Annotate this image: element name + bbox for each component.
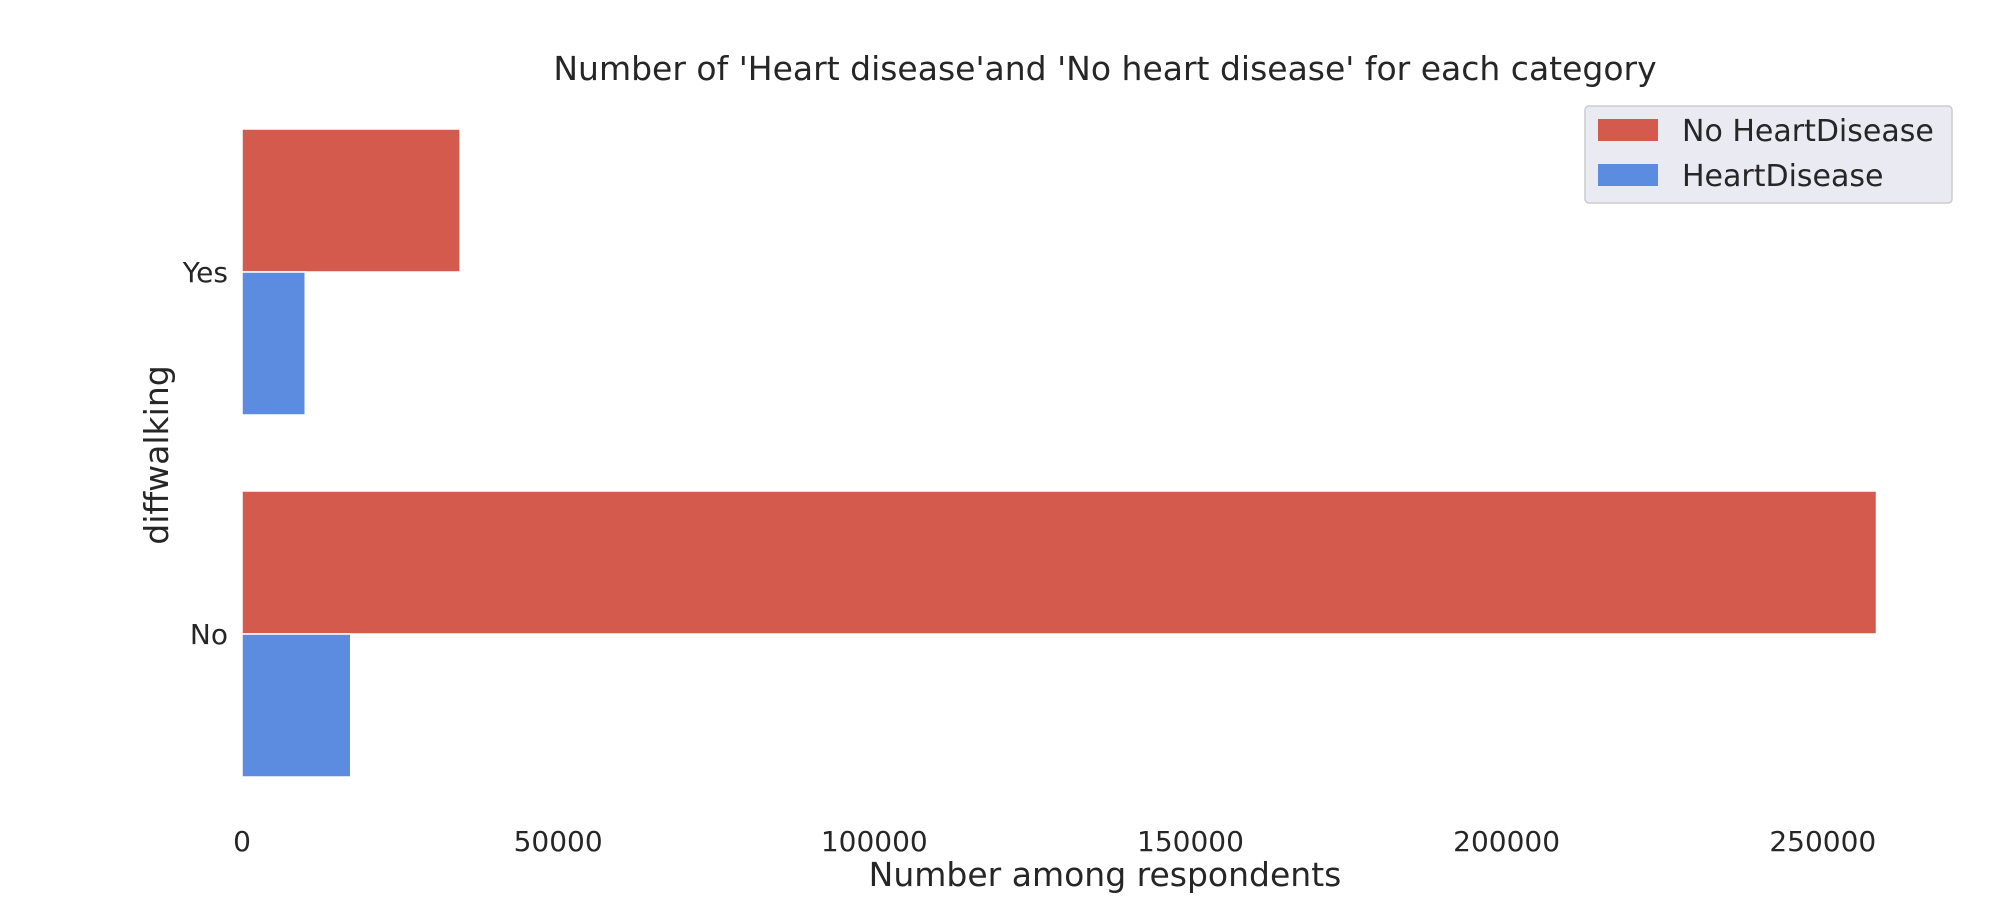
x-tick-label-200000: 200000 bbox=[1453, 825, 1560, 858]
legend: No HeartDisease HeartDisease bbox=[1584, 105, 1953, 204]
y-tick-label-no: No bbox=[190, 618, 228, 651]
x-tick-label-150000: 150000 bbox=[1137, 825, 1244, 858]
legend-swatch-heartdisease bbox=[1598, 164, 1658, 186]
bars bbox=[241, 128, 1878, 778]
y-axis-label: diffwalking bbox=[137, 365, 176, 544]
y-tick-labels: Yes No bbox=[182, 256, 228, 651]
bar-heartdisease-yes bbox=[241, 271, 306, 416]
bar-no-heartdisease-yes bbox=[241, 128, 461, 273]
x-tick-label-250000: 250000 bbox=[1769, 825, 1876, 858]
x-tick-labels: 0 50000 100000 150000 200000 250000 bbox=[233, 825, 1876, 858]
legend-label-heartdisease: HeartDisease bbox=[1682, 159, 1884, 194]
x-tick-label-100000: 100000 bbox=[821, 825, 928, 858]
x-axis-label: Number among respondents bbox=[869, 855, 1342, 894]
y-tick-label-yes: Yes bbox=[182, 256, 228, 289]
x-tick-label-0: 0 bbox=[233, 825, 251, 858]
chart-title: Number of 'Heart disease'and 'No heart d… bbox=[553, 49, 1656, 88]
bar-no-heartdisease-no bbox=[241, 490, 1878, 635]
legend-swatch-no-heartdisease bbox=[1598, 119, 1658, 141]
legend-label-no-heartdisease: No HeartDisease bbox=[1682, 114, 1934, 149]
bar-heartdisease-no bbox=[241, 633, 352, 778]
x-tick-label-50000: 50000 bbox=[514, 825, 603, 858]
legend-box bbox=[1584, 105, 1953, 204]
